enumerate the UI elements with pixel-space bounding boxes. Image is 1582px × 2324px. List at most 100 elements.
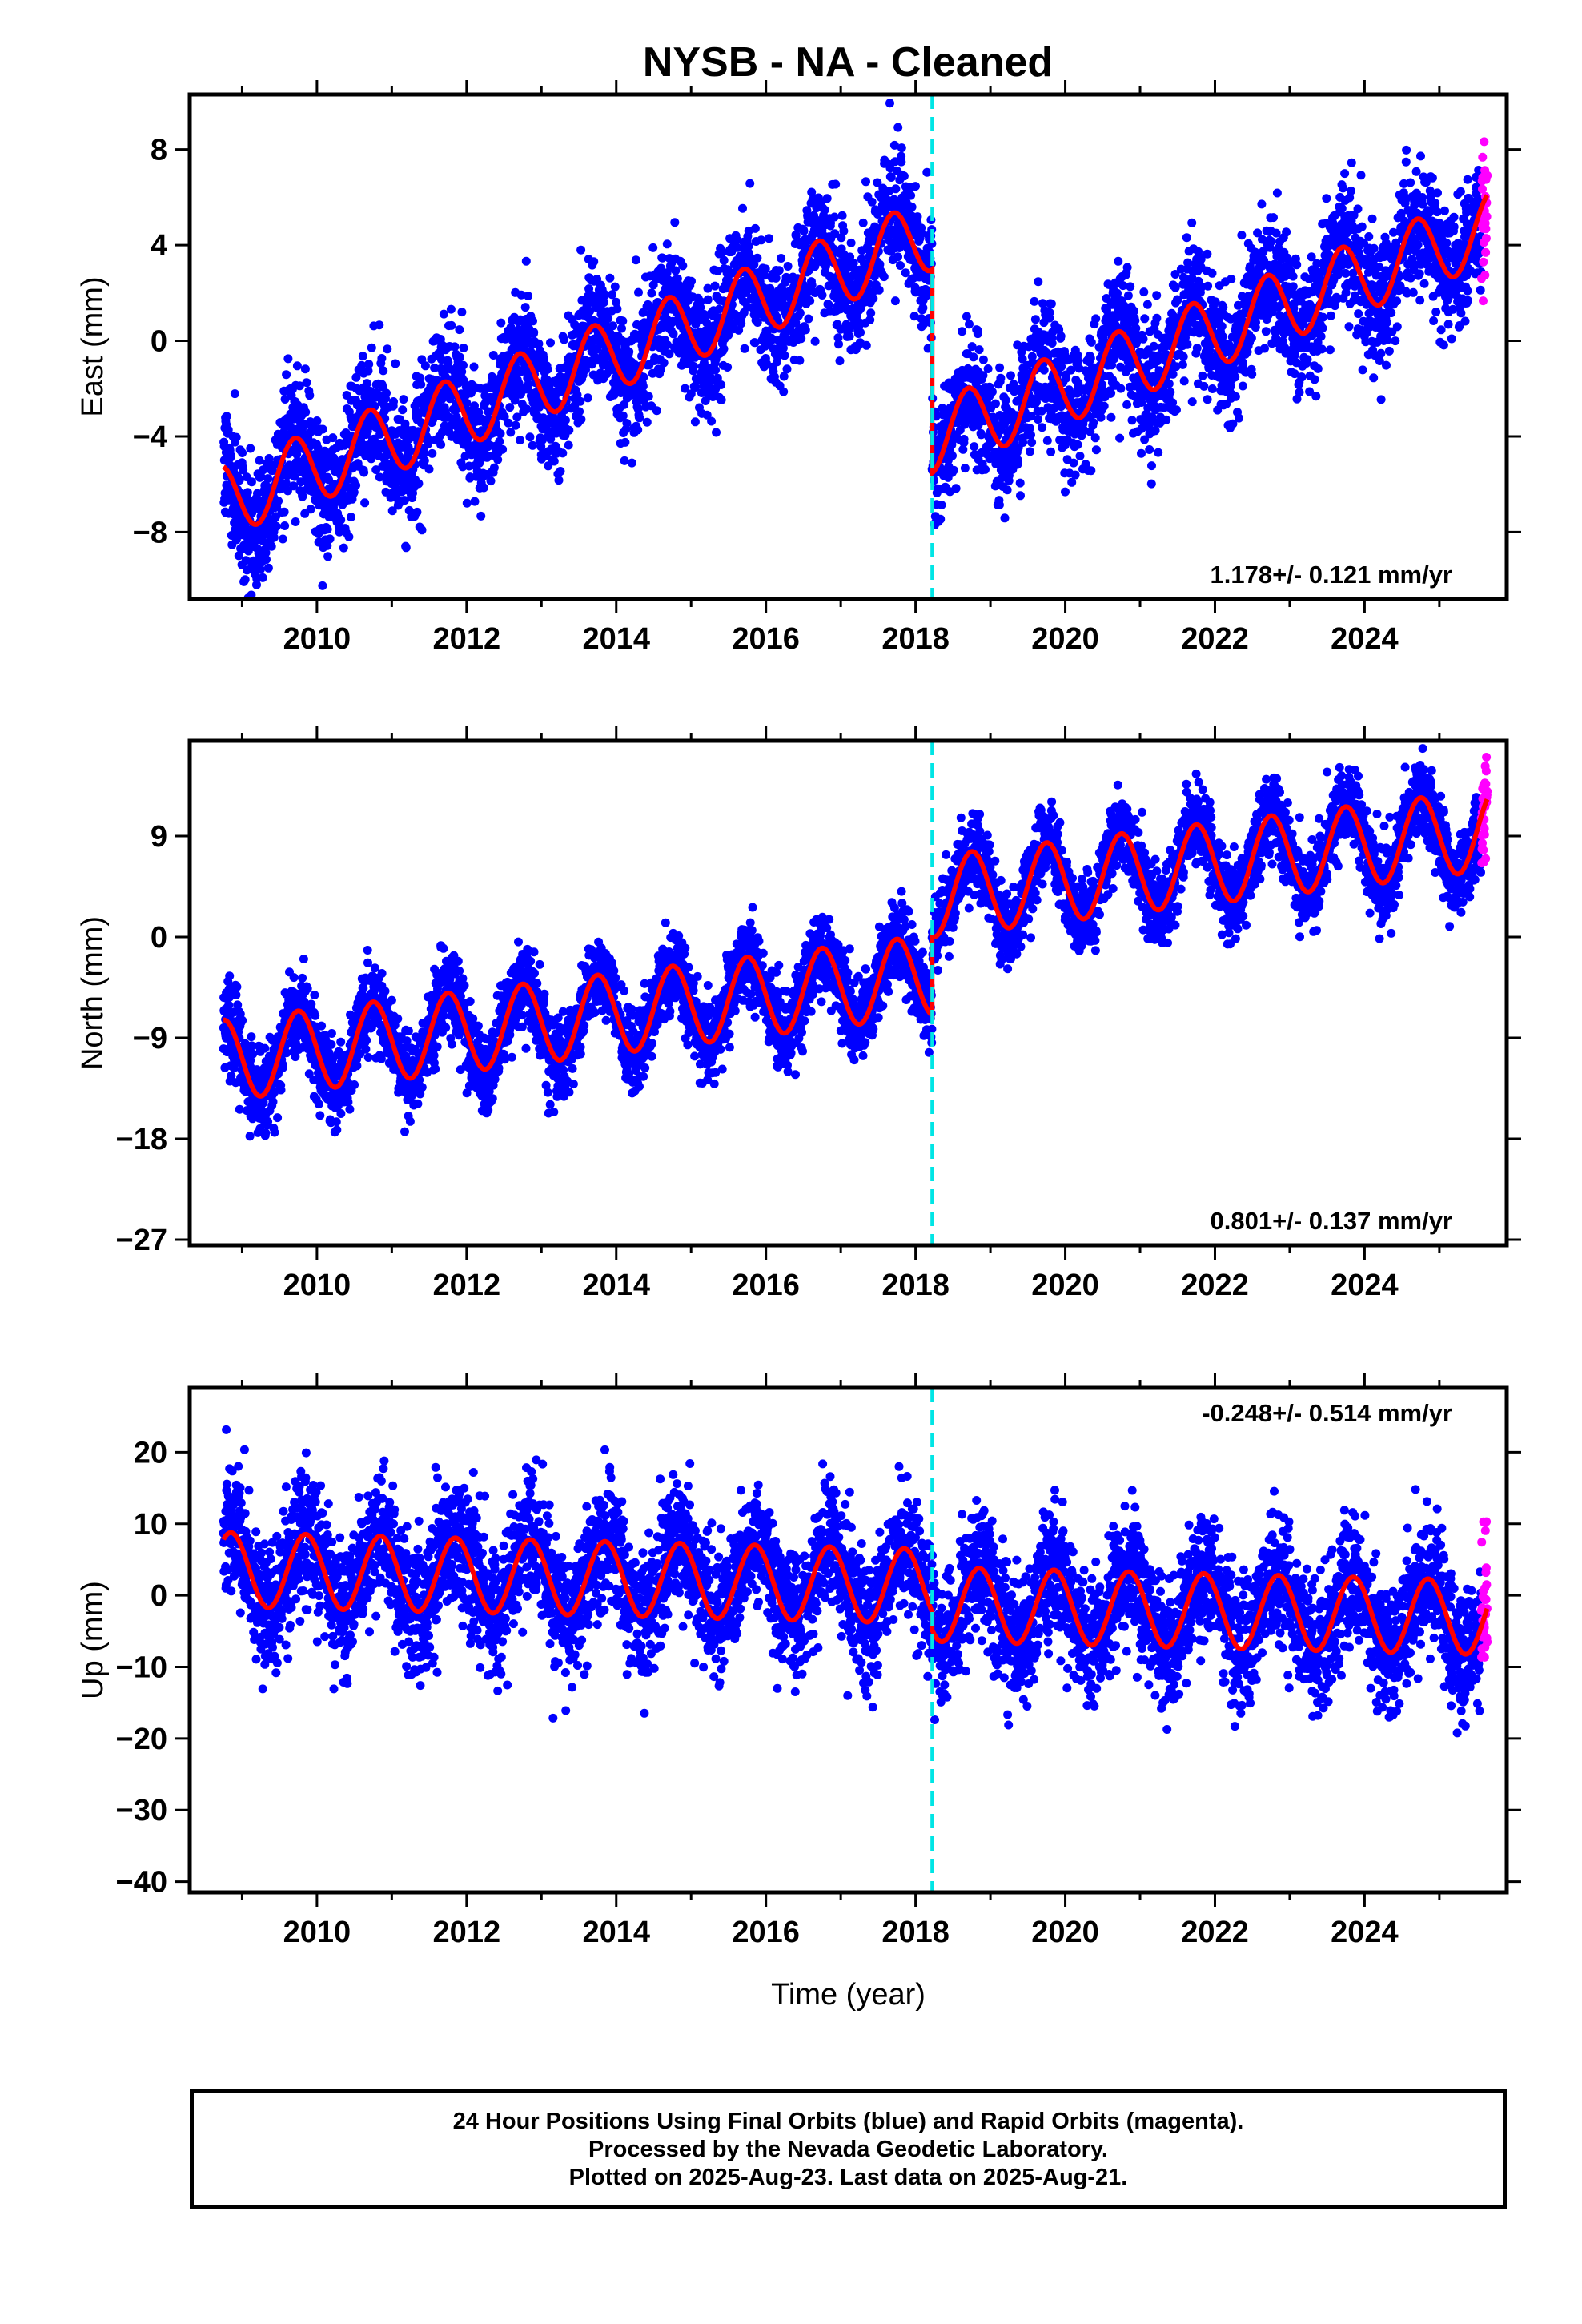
final-orbit-point (270, 612, 279, 621)
final-orbit-point (719, 344, 729, 353)
final-orbit-point (263, 563, 273, 573)
final-orbit-point (936, 514, 946, 524)
final-orbit-point (974, 345, 984, 355)
final-orbit-point (1149, 341, 1158, 351)
final-orbit-point (1075, 452, 1085, 460)
final-orbit-point (489, 463, 499, 472)
final-orbit-point (1034, 415, 1042, 424)
final-orbit-point (1091, 445, 1101, 455)
final-orbit-point (1152, 313, 1162, 323)
final-orbit-point (1126, 282, 1135, 292)
final-orbit-point (1046, 299, 1056, 308)
final-orbit-point (687, 276, 696, 286)
final-orbit-point (470, 497, 480, 506)
final-orbit-point (488, 372, 496, 381)
final-orbit-point (1182, 340, 1192, 349)
final-orbit-point (280, 521, 290, 530)
final-orbit-point (1318, 324, 1327, 333)
final-orbit-point (479, 483, 488, 493)
final-orbit-point (737, 319, 746, 328)
final-orbit-point (1170, 283, 1180, 292)
final-orbit-point (634, 287, 643, 297)
final-orbit-point (620, 437, 630, 447)
final-orbit-point (274, 497, 283, 505)
final-orbit-point (605, 273, 615, 283)
final-orbit-point (247, 590, 256, 599)
final-orbit-point (289, 481, 299, 491)
final-orbit-point (305, 391, 315, 400)
final-orbit-point (447, 320, 456, 330)
final-orbit-point (1325, 345, 1335, 355)
final-orbit-point (510, 396, 520, 405)
final-orbit-point (686, 389, 696, 399)
final-orbit-point (1046, 447, 1056, 456)
final-orbit-point (657, 253, 667, 263)
final-orbit-point (604, 314, 613, 323)
final-orbit-point (1026, 447, 1034, 456)
final-orbit-point (521, 256, 531, 266)
final-orbit-point (1018, 438, 1028, 447)
final-orbit-point (1238, 381, 1247, 391)
final-orbit-point (267, 541, 276, 551)
final-orbit-point (543, 364, 552, 374)
final-orbit-point (474, 408, 484, 417)
final-orbit-point (1145, 445, 1154, 454)
final-orbit-point (608, 290, 616, 300)
final-orbit-point (400, 419, 410, 428)
final-orbit-point (820, 205, 829, 215)
final-orbit-point (1026, 430, 1035, 440)
final-orbit-point (264, 454, 274, 463)
final-orbit-point (1203, 281, 1213, 291)
final-orbit-point (690, 417, 700, 427)
final-orbit-point (522, 404, 532, 414)
final-orbit-point (243, 488, 252, 497)
final-orbit-point (1091, 314, 1101, 324)
final-orbit-point (585, 307, 595, 316)
final-orbit-point (907, 203, 917, 211)
final-orbit-point (301, 408, 311, 417)
final-orbit-point (360, 498, 370, 508)
final-orbit-point (678, 261, 688, 271)
final-orbit-point (387, 506, 397, 516)
final-orbit-point (1326, 311, 1335, 320)
final-orbit-point (1152, 291, 1162, 300)
final-orbit-point (363, 366, 373, 376)
final-orbit-point (420, 361, 430, 371)
final-orbit-point (834, 340, 843, 349)
final-orbit-point (1139, 287, 1149, 297)
final-orbit-point (496, 429, 505, 438)
final-orbit-point (1317, 344, 1327, 354)
final-orbit-point (382, 388, 391, 398)
final-orbit-point (1099, 401, 1109, 411)
final-orbit-point (1178, 352, 1188, 361)
final-orbit-point (313, 444, 323, 453)
final-orbit-point (959, 435, 969, 444)
final-orbit-point (719, 255, 729, 265)
final-orbit-point (1231, 392, 1240, 401)
final-orbit-point (1311, 392, 1321, 401)
final-orbit-point (256, 472, 266, 481)
final-orbit-point (1182, 233, 1191, 243)
final-orbit-point (1187, 218, 1197, 227)
final-orbit-point (283, 486, 292, 496)
final-orbit-point (576, 245, 586, 255)
final-orbit-point (839, 227, 849, 235)
final-orbit-point (1150, 426, 1160, 436)
final-orbit-point (901, 268, 910, 278)
final-orbit-point (506, 428, 516, 437)
final-orbit-point (1231, 372, 1240, 382)
final-orbit-point (318, 581, 327, 590)
final-orbit-point (612, 304, 622, 314)
final-orbit-point (817, 291, 827, 300)
final-orbit-point (1047, 339, 1057, 348)
panel-east: 2010 2012 2014 2016 2018 2020 2022 2024−8−4048E… (76, 80, 1521, 656)
final-orbit-point (541, 424, 551, 433)
final-orbit-point (1123, 291, 1133, 300)
final-orbit-point (1238, 357, 1247, 367)
final-orbit-point (292, 361, 302, 371)
final-orbit-point (283, 354, 293, 364)
final-orbit-point (711, 365, 720, 375)
final-orbit-point (560, 335, 569, 344)
final-orbit-point (1207, 384, 1217, 393)
final-orbit-point (564, 440, 573, 450)
